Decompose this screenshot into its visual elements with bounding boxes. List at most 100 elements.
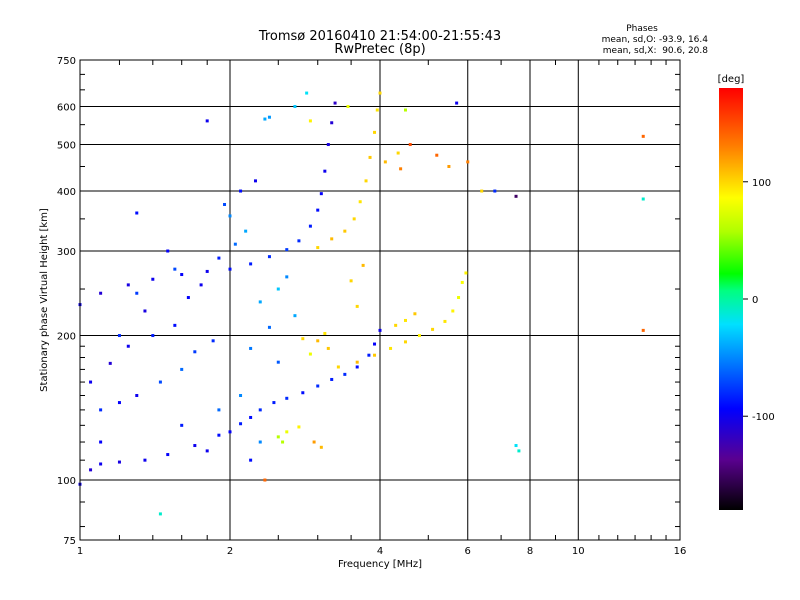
data-point xyxy=(285,430,289,434)
y-tick-label: 75 xyxy=(63,536,76,547)
data-point xyxy=(117,334,121,338)
data-point xyxy=(355,360,359,364)
data-point xyxy=(343,229,347,233)
data-point xyxy=(641,197,645,201)
data-point xyxy=(373,130,377,134)
data-point xyxy=(285,275,289,279)
data-point xyxy=(447,164,451,168)
data-point xyxy=(253,179,257,183)
data-point xyxy=(205,449,209,453)
x-axis: 1 2 4 6 8 10 16 xyxy=(77,60,686,557)
data-point xyxy=(352,217,356,221)
data-point xyxy=(276,287,280,291)
data-point xyxy=(249,458,253,462)
data-point xyxy=(117,401,121,405)
data-point xyxy=(319,192,323,196)
data-point xyxy=(383,160,387,164)
data-point xyxy=(399,167,403,171)
data-point xyxy=(158,380,162,384)
data-point xyxy=(443,319,447,323)
data-point xyxy=(205,119,209,123)
data-point xyxy=(239,189,243,193)
y-tick-label: 100 xyxy=(57,476,76,487)
data-point xyxy=(408,143,412,147)
data-point xyxy=(151,277,155,281)
data-point xyxy=(263,117,267,121)
data-point xyxy=(166,249,170,253)
data-point xyxy=(217,408,221,412)
x-tick-label: 4 xyxy=(377,546,383,557)
data-point xyxy=(336,365,340,369)
data-point xyxy=(355,365,359,369)
data-point xyxy=(319,445,323,449)
data-point xyxy=(323,169,327,173)
data-point xyxy=(228,430,232,434)
data-point xyxy=(263,478,267,482)
data-point xyxy=(316,208,320,212)
y-tick-label: 400 xyxy=(57,187,76,198)
data-point xyxy=(323,331,327,335)
data-point xyxy=(435,153,439,157)
y-tick-label: 300 xyxy=(57,247,76,258)
data-point xyxy=(180,367,184,371)
data-point xyxy=(89,468,93,472)
data-point xyxy=(361,263,365,267)
data-point xyxy=(293,314,297,318)
x-axis-title: Frequency [MHz] xyxy=(338,559,422,570)
data-point xyxy=(297,425,301,429)
data-point xyxy=(258,408,262,412)
x-tick-label: 1 xyxy=(77,546,83,557)
data-point xyxy=(135,394,139,398)
data-point xyxy=(217,256,221,260)
data-point xyxy=(239,394,243,398)
chart-title: Tromsø 20160410 21:54:00-21:55:43 xyxy=(258,29,501,44)
data-point xyxy=(186,296,190,300)
data-point xyxy=(217,433,221,437)
data-point xyxy=(403,318,407,322)
data-point xyxy=(193,350,197,354)
data-point xyxy=(457,296,461,300)
data-point xyxy=(464,271,468,275)
data-point xyxy=(316,384,320,388)
data-point xyxy=(99,440,103,444)
y-tick-label: 500 xyxy=(57,141,76,152)
data-point xyxy=(355,304,359,308)
colorbar-tick-label: 100 xyxy=(752,178,771,189)
data-point xyxy=(451,309,455,313)
x-tick-label: 6 xyxy=(465,546,471,557)
data-point xyxy=(316,339,320,343)
y-axis: 75 100 200 300 400 500 600 750 xyxy=(57,56,680,547)
data-point xyxy=(396,151,400,155)
data-point xyxy=(455,101,459,105)
data-point xyxy=(301,391,305,395)
phases-legend-o: mean, sd,O: -93.9, 16.4 xyxy=(602,35,709,45)
grid-lines xyxy=(80,60,680,540)
data-point xyxy=(343,372,347,376)
data-point xyxy=(228,267,232,271)
data-point xyxy=(267,325,271,329)
data-point xyxy=(373,342,377,346)
data-point xyxy=(403,340,407,344)
data-point xyxy=(301,337,305,341)
data-point xyxy=(272,401,276,405)
data-point xyxy=(258,440,262,444)
data-point xyxy=(514,444,518,448)
phases-legend-title: Phases xyxy=(626,24,658,34)
data-point xyxy=(641,328,645,332)
data-point xyxy=(514,194,518,198)
data-point xyxy=(108,361,112,365)
data-point xyxy=(99,408,103,412)
data-point xyxy=(117,460,121,464)
data-point xyxy=(267,115,271,119)
data-point xyxy=(293,105,297,109)
data-point xyxy=(281,440,285,444)
data-point xyxy=(249,262,253,266)
data-point xyxy=(316,246,320,250)
data-point xyxy=(413,312,417,316)
data-point xyxy=(367,353,371,357)
y-axis-title: Stationary phase Virtual Height [km] xyxy=(39,208,50,392)
data-point xyxy=(89,380,93,384)
data-point xyxy=(517,449,521,453)
data-point xyxy=(239,422,243,426)
